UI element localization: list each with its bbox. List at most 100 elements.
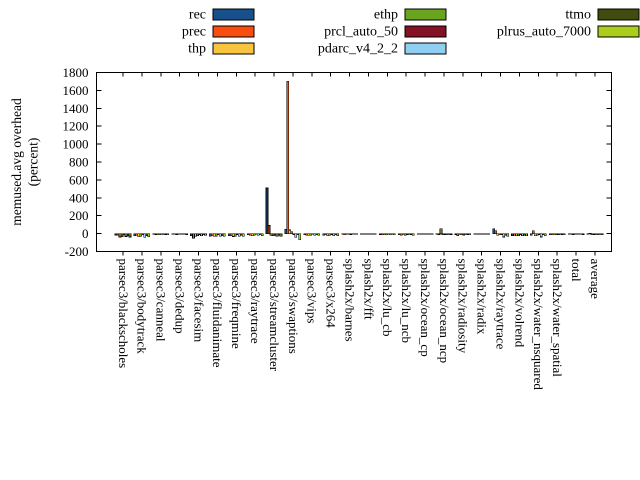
bar-rec-parsec3/freqmine [227,233,231,237]
x-tick-label: splash2x/water_nsquared [531,259,546,391]
y-tick-label: 1800 [63,65,89,80]
bar-thp-splash2x/ocean_ncp [439,228,443,234]
x-tick-label: splash2x/lu_ncb [399,259,414,344]
bar-plrus_auto_7000-parsec3/blackscholes [128,233,132,238]
bar-prcl_auto_50-parsec3/facesim [198,233,201,235]
bar-rec-parsec3/canneal [152,233,156,235]
bar-prcl_auto_50-parsec3/canneal [160,233,164,235]
x-tick-label: parsec3/dedup [172,259,187,334]
bar-ttmo-parsec3/canneal [164,233,168,235]
y-tick-label: 1000 [63,137,89,152]
plot-frame [96,72,612,252]
bar-prec-splash2x/water_nsquared [532,230,535,234]
bar-prcl_auto_50-parsec3/fluidanimate [217,233,220,235]
bar-plrus_auto_7000-parsec3/canneal [166,233,170,236]
bar-prcl_auto_50-parsec3/bodytrack [141,233,145,236]
bar-ttmo-parsec3/freqmine [239,233,243,236]
x-tick-label: splash2x/ocean_cp [418,259,433,357]
bar-prcl_auto_50-parsec3/freqmine [235,233,239,235]
bar-thp-parsec3/blackscholes [118,233,122,238]
bar-plrus_auto_7000-parsec3/x264 [336,233,339,237]
bar-rec-splash2x/water_nsquared [530,233,533,236]
legend-label-ttmo: ttmo [565,8,591,23]
bar-pdarc_v4_2_2-parsec3/dedup [181,233,184,235]
bar-pdarc_v4_2_2-parsec3/fluidanimate [219,233,222,237]
bar-ethp-parsec3/dedup [177,233,180,235]
bar-thp-parsec3/facesim [194,233,197,237]
bar-plrus_auto_7000-splash2x/ocean_cp [430,233,434,235]
bar-ttmo-parsec3/fluidanimate [221,233,224,236]
bar-pdarc_v4_2_2-parsec3/swaptions [294,233,298,238]
y-tick-label: 1400 [63,101,89,116]
legend-swatch-ttmo [597,8,640,21]
x-tick-label: splash2x/fft [361,259,376,321]
bar-ethp-parsec3/bodytrack [139,233,143,237]
legend-swatch-ethp [404,8,447,21]
bar-prec-parsec3/blackscholes [116,233,120,236]
bar-thp-parsec3/freqmine [231,233,235,237]
bar-rec-parsec3/streamcluster [265,187,269,234]
bar-ethp-parsec3/facesim [196,233,199,236]
x-tick-label: splash2x/lu_cb [380,259,395,337]
bar-rec-parsec3/bodytrack [133,233,137,236]
x-tick-label: parsec3/canneal [154,259,169,342]
bar-rec-average [586,233,590,235]
bar-plrus_auto_7000-splash2x/raytrace [506,233,509,237]
bar-pdarc_v4_2_2-parsec3/facesim [200,233,203,237]
x-tick-label: parsec3/vips [305,259,320,324]
legend-swatch-rec [212,8,255,21]
bar-thp-parsec3/canneal [156,233,160,235]
bar-prec-parsec3/dedup [173,233,176,235]
bar-thp-parsec3/dedup [175,233,178,235]
x-tick-label: splash2x/radix [475,259,490,335]
x-tick-label: parsec3/facesim [191,259,206,343]
y-axis-label-line1: memused.avg overhead [9,98,24,226]
bar-prcl_auto_50-parsec3/dedup [179,233,182,235]
x-tick-label: splash2x/barnes [342,259,357,342]
bar-plrus_auto_7000-parsec3/freqmine [241,233,245,237]
y-tick-label: 600 [69,172,89,187]
bar-rec-parsec3/raytrace [246,233,250,236]
y-tick-label: 200 [69,208,89,223]
bar-ethp-parsec3/fluidanimate [215,233,218,237]
bar-plrus_auto_7000-splash2x/barnes [355,233,358,235]
bar-plrus_auto_7000-parsec3/dedup [185,233,188,235]
legend-label-prec: prec [182,25,206,40]
y-tick-label: 400 [69,190,89,205]
bar-plrus_auto_7000-parsec3/facesim [204,233,207,236]
bar-ethp-parsec3/raytrace [252,233,256,236]
y-tick-label: 800 [69,155,89,170]
bar-pdarc_v4_2_2-parsec3/blackscholes [124,233,128,237]
bar-ethp-parsec3/blackscholes [120,233,124,238]
x-tick-label: splash2x/water_spatial [550,259,565,378]
x-tick-label: splash2x/radiosity [456,259,471,354]
bar-prec-parsec3/freqmine [229,233,233,236]
legend-label-pdarc_v4_2_2: pdarc_v4_2_2 [318,42,398,57]
x-tick-label: total [569,259,584,282]
x-tick-label: splash2x/raytrace [493,259,508,350]
x-tick-label: parsec3/fluidanimate [210,259,225,368]
bar-plrus_auto_7000-splash2x/radiosity [468,233,472,235]
x-tick-label: parsec3/x264 [324,259,339,329]
bar-plrus_auto_7000-parsec3/fluidanimate [223,233,226,237]
bar-plrus_auto_7000-parsec3/bodytrack [147,233,151,238]
bar-ethp-parsec3/freqmine [233,233,237,237]
y-tick-label: 0 [82,226,89,241]
bar-plrus_auto_7000-parsec3/raytrace [260,233,264,236]
x-tick-label: parsec3/blackscholes [116,259,131,369]
bar-prec-parsec3/streamcluster [267,225,271,234]
bar-prec-parsec3/swaptions [286,81,290,234]
y-axis-label-line2: (percent) [26,138,41,187]
y-tick-label: -200 [65,244,89,259]
x-tick-label: average [588,259,603,300]
y-tick-label: 1200 [63,119,89,134]
bar-plrus_auto_7000-parsec3/swaptions [298,233,302,241]
bar-prec-splash2x/raytrace [494,230,497,234]
bar-prec-parsec3/bodytrack [135,233,139,236]
bar-prec-parsec3/raytrace [248,233,252,236]
bar-ethp-parsec3/canneal [158,233,162,236]
bar-ttmo-parsec3/dedup [183,233,186,235]
legend-label-plrus_auto_7000: plrus_auto_7000 [497,25,591,40]
bar-rec-parsec3/facesim [190,233,193,237]
